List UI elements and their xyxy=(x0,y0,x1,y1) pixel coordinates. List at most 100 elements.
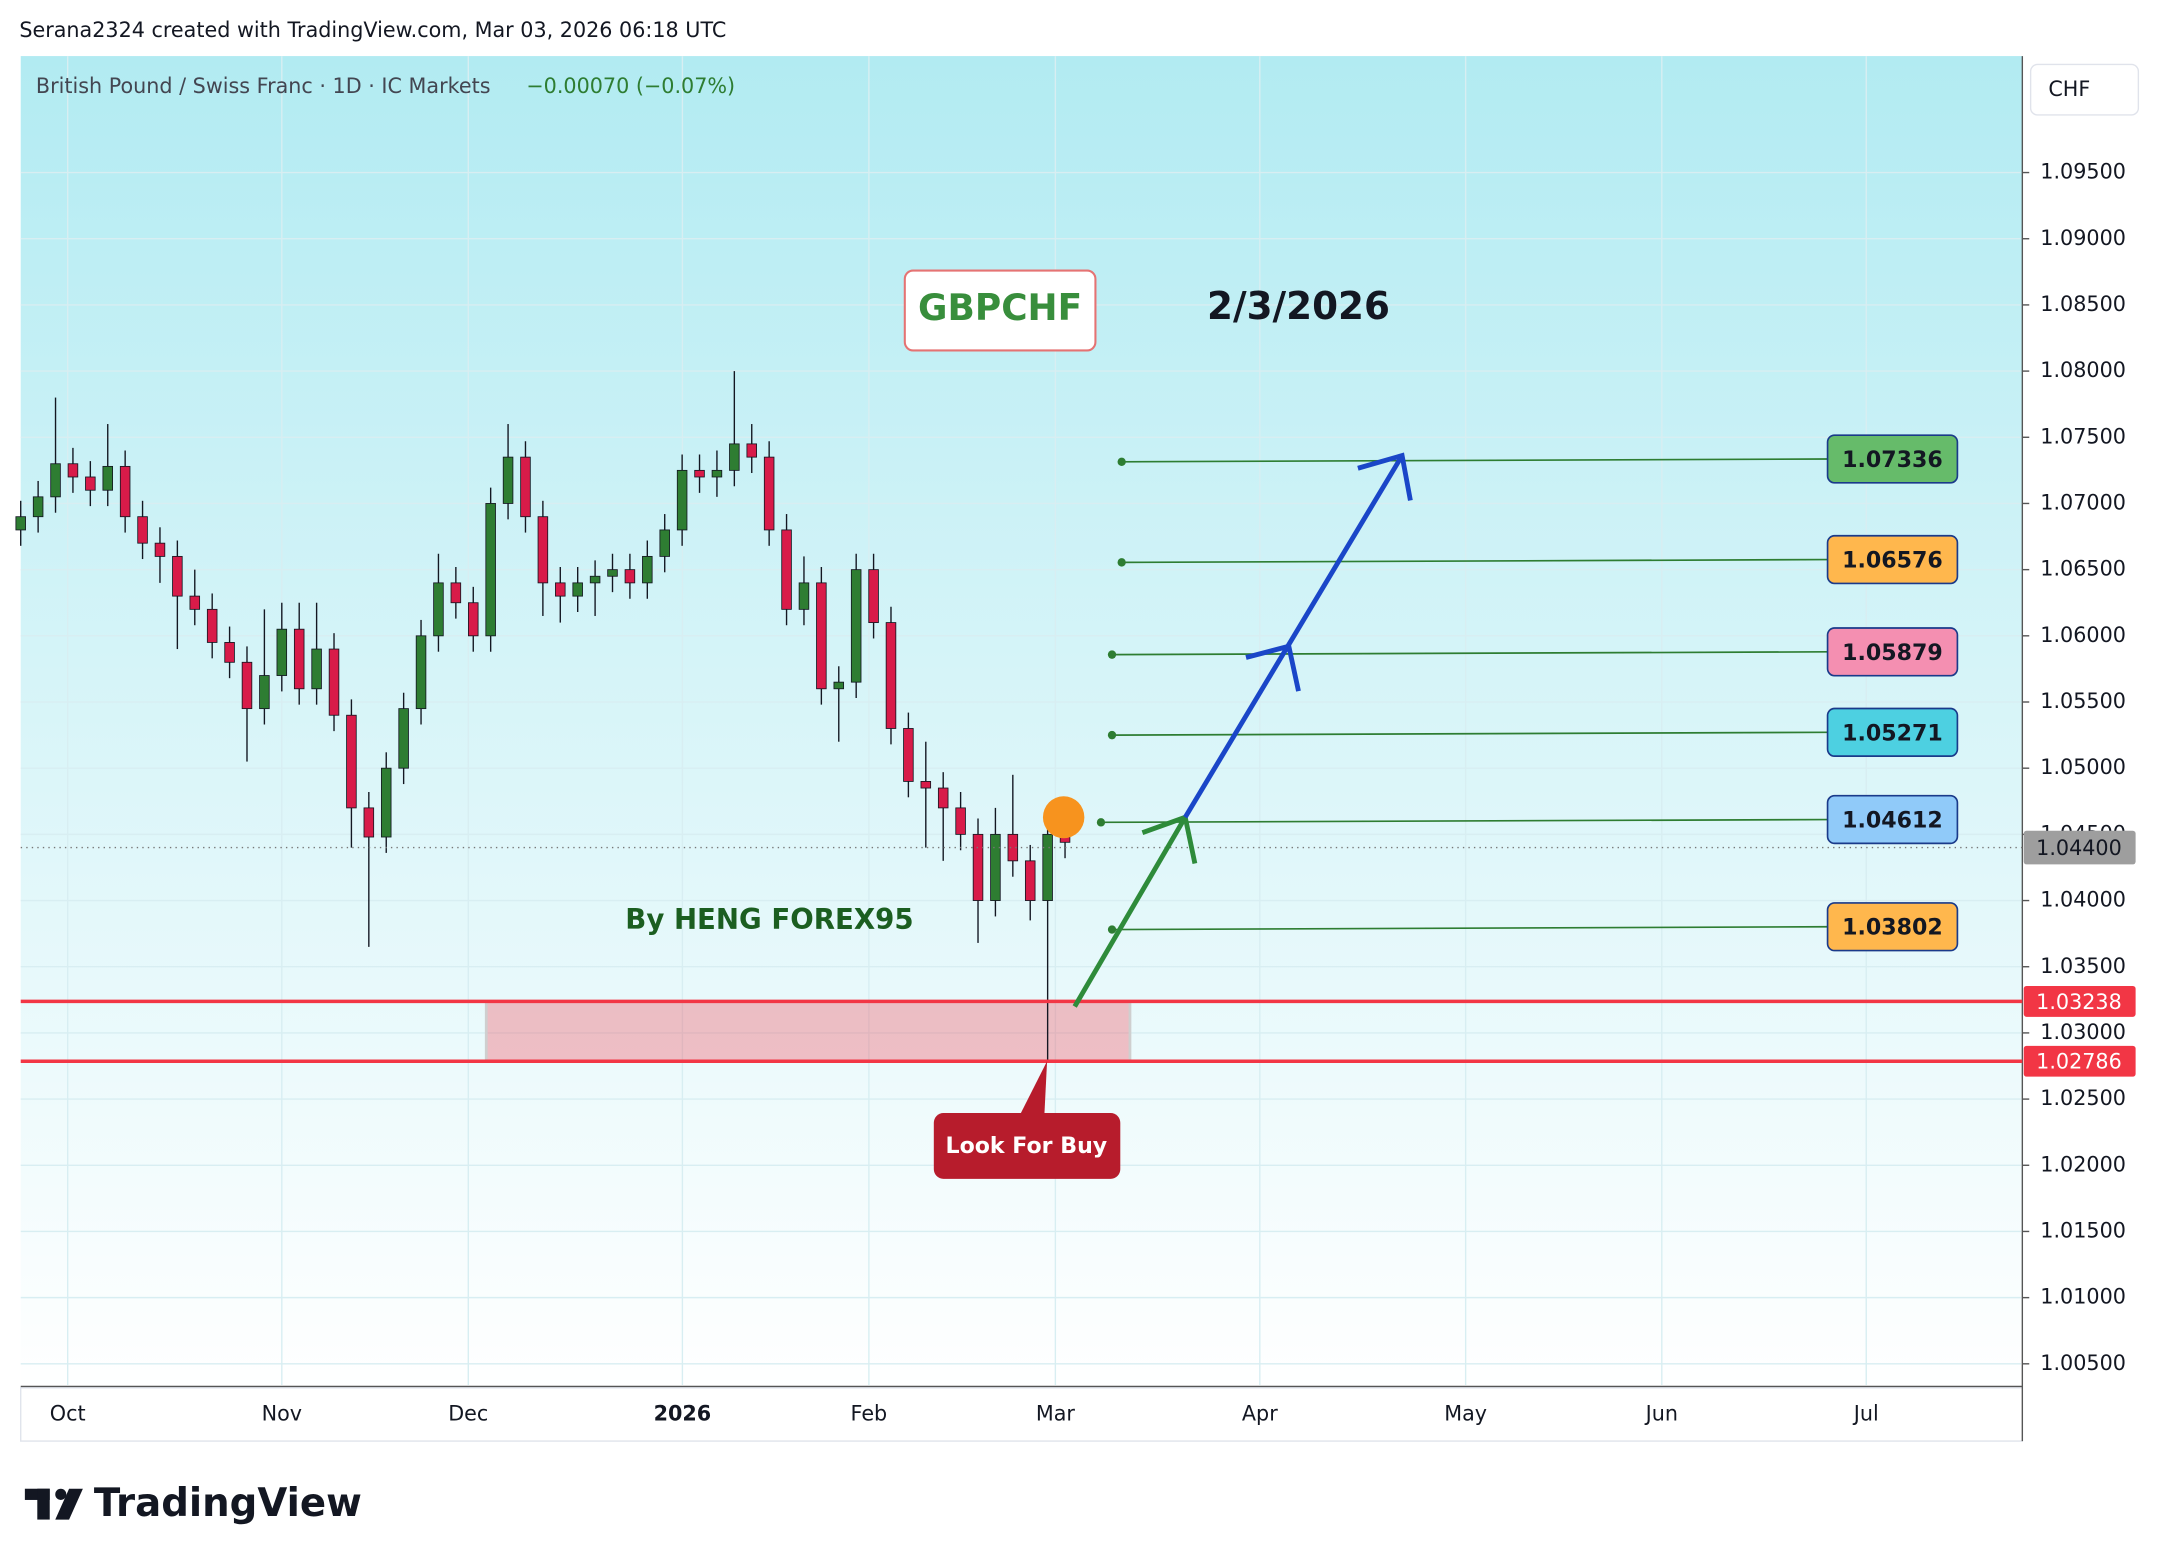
target-line xyxy=(1112,650,1828,656)
candle-body xyxy=(833,681,845,690)
attribution: Serana2324 created with TradingView.com,… xyxy=(19,18,726,42)
x-axis-area xyxy=(20,1387,2024,1442)
candle-body xyxy=(868,569,879,624)
y-tick-label: 1.00500 xyxy=(2040,1351,2126,1375)
price-label: 1.02786 xyxy=(2036,1050,2122,1074)
x-tick-label: Oct xyxy=(50,1401,86,1425)
candle-body xyxy=(485,503,496,637)
arrow-blue-mid xyxy=(1245,643,1301,692)
target-line xyxy=(1112,925,1828,931)
y-tick-label: 1.01000 xyxy=(2040,1285,2126,1309)
arrow-blue xyxy=(1183,454,1405,819)
candle-body xyxy=(1007,833,1019,862)
candle-body xyxy=(346,714,357,809)
price-label-box xyxy=(2023,985,2136,1017)
candle-body xyxy=(189,595,201,610)
candle-body xyxy=(729,443,740,471)
candle-body xyxy=(798,582,810,610)
target-line xyxy=(1121,558,1828,564)
callout: Look For Buy xyxy=(946,1133,1108,1159)
candle-body xyxy=(468,602,479,637)
y-tick-label: 1.03000 xyxy=(2040,1020,2126,1044)
y-tick-label: 1.09500 xyxy=(2040,159,2126,183)
target-box xyxy=(1826,794,1959,845)
target-anchor xyxy=(1096,818,1106,827)
target-label: 1.05879 xyxy=(1842,640,1943,666)
x-tick-label: Apr xyxy=(1242,1401,1278,1425)
target-line xyxy=(1112,731,1828,736)
candle-body xyxy=(32,496,44,518)
y-tick-label: 1.05000 xyxy=(2040,755,2126,779)
candle-body xyxy=(520,456,531,518)
x-tick-label: 2026 xyxy=(654,1401,712,1425)
author: By HENG FOREX95 xyxy=(625,903,913,936)
candle-body xyxy=(624,569,636,584)
candle-body xyxy=(1024,860,1036,901)
candle-body xyxy=(642,555,653,584)
candle-body xyxy=(937,787,949,809)
target-box xyxy=(1826,627,1959,677)
x-tick-label: Jun xyxy=(1644,1401,1678,1425)
x-tick-label: Nov xyxy=(262,1401,302,1425)
date: 2/3/2026 xyxy=(1207,284,1390,328)
x-tick-label: May xyxy=(1444,1401,1487,1425)
candle-body xyxy=(885,622,897,729)
candle-body xyxy=(711,469,723,478)
y-tick-label: 1.03500 xyxy=(2040,954,2126,978)
x-tick-label: Feb xyxy=(851,1401,888,1425)
candle-body xyxy=(572,582,583,597)
candle-body xyxy=(537,516,549,584)
candle-body xyxy=(555,582,566,597)
target-line xyxy=(1100,818,1828,824)
candle-body xyxy=(1042,833,1053,901)
candle-body xyxy=(676,469,688,531)
candle-body xyxy=(694,469,705,478)
candle-body xyxy=(607,569,618,577)
candle-body xyxy=(50,463,61,498)
currency-box[interactable] xyxy=(2029,63,2140,116)
target-label: 1.04612 xyxy=(1842,807,1943,833)
y-tick-label: 1.05500 xyxy=(2040,689,2126,713)
candle-body xyxy=(154,542,166,557)
candle-body xyxy=(990,833,1001,901)
candle-body xyxy=(763,456,775,531)
candle-body xyxy=(816,582,827,690)
candle-body xyxy=(502,456,514,504)
candle-body xyxy=(15,516,26,531)
target-label: 1.03802 xyxy=(1842,915,1943,941)
candle-body xyxy=(415,635,427,710)
logo-text: TradingView xyxy=(94,1481,362,1526)
candle-body xyxy=(241,661,253,710)
logo: TradingView xyxy=(24,1481,362,1526)
candle-body xyxy=(206,608,218,643)
arrow-blue-head xyxy=(1357,452,1413,501)
zone xyxy=(484,1000,1132,1063)
candle-body xyxy=(903,728,914,782)
y-tick-label: 1.08000 xyxy=(2040,358,2126,382)
candle-body xyxy=(119,465,131,518)
target-line xyxy=(1121,458,1828,463)
candle-body xyxy=(850,569,862,683)
candle-body xyxy=(311,648,322,690)
target-box xyxy=(1826,534,1959,585)
candle-body xyxy=(781,529,792,610)
target-box xyxy=(1826,902,1959,952)
badge-box xyxy=(903,269,1097,352)
target-anchor xyxy=(1117,457,1126,466)
x-tick-label: Dec xyxy=(448,1401,488,1425)
candle-body xyxy=(224,642,235,663)
target-anchor xyxy=(1107,730,1117,740)
y-tick-label: 1.09000 xyxy=(2040,226,2126,250)
y-tick-label: 1.02500 xyxy=(2040,1086,2126,1110)
candle-body xyxy=(293,628,305,690)
candle-body xyxy=(920,781,932,789)
currency: CHF xyxy=(2048,77,2090,101)
y-tick-label: 1.07500 xyxy=(2040,424,2126,448)
candle-body xyxy=(102,465,113,491)
candle-body xyxy=(380,767,392,838)
y-tick-label: 1.06000 xyxy=(2040,623,2126,647)
price-change: −0.00070 (−0.07%) xyxy=(526,74,735,98)
logo-icon xyxy=(55,1488,83,1520)
